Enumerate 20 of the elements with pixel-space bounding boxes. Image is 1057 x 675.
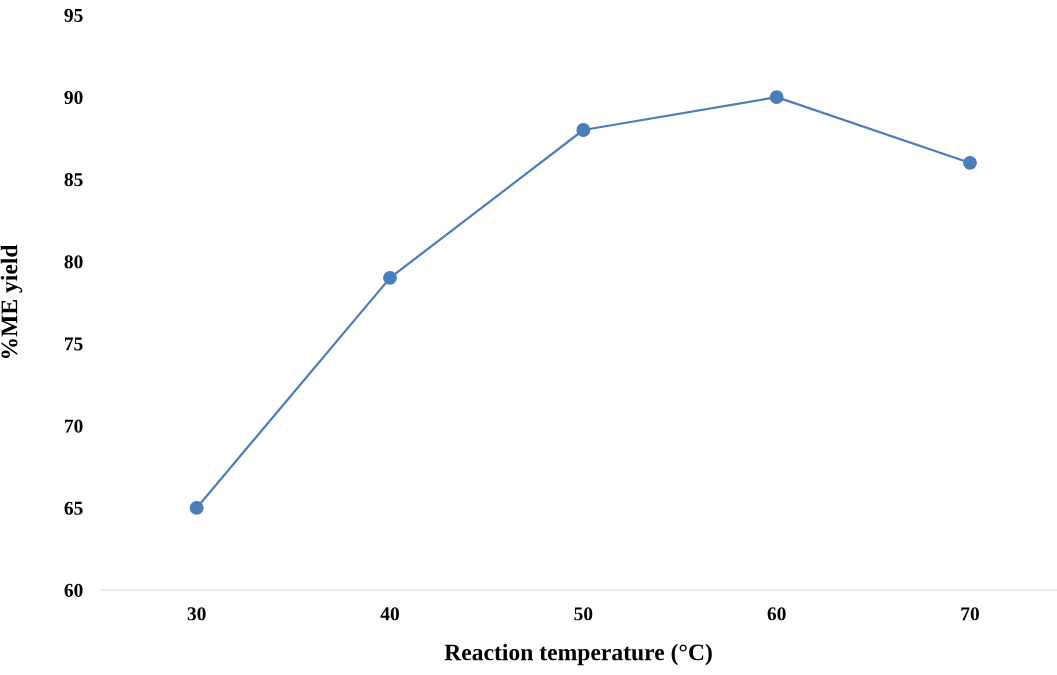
point xyxy=(189,500,204,515)
y-tick-label: 65 xyxy=(64,501,83,515)
point xyxy=(769,90,784,105)
y-tick-label: 80 xyxy=(64,255,83,269)
y-tick-label: 90 xyxy=(64,90,83,105)
x-tick-label: 40 xyxy=(380,607,399,621)
y-axis-title: %ME yield xyxy=(0,244,23,359)
point xyxy=(576,123,591,137)
x-tick-label: 50 xyxy=(574,607,593,621)
y-tick-label: 85 xyxy=(64,173,83,187)
y-tick-label: 75 xyxy=(65,337,83,351)
point xyxy=(383,270,397,285)
point xyxy=(963,155,977,170)
x-tick-label: 70 xyxy=(961,607,979,621)
y-tick-label: 95 xyxy=(64,8,83,22)
x-tick-label: 30 xyxy=(187,607,206,621)
y-tick-label: 70 xyxy=(65,419,83,433)
x-axis-title: Reaction temperature (°C) xyxy=(444,643,712,666)
y-tick-label: 60 xyxy=(64,583,83,597)
x-tick-label: 60 xyxy=(767,607,786,621)
